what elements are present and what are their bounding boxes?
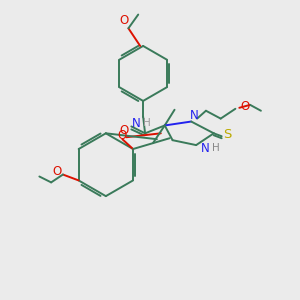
Text: N: N — [201, 142, 209, 154]
Text: H: H — [212, 143, 220, 153]
Text: O: O — [118, 129, 127, 142]
Text: O: O — [52, 165, 62, 178]
Text: S: S — [223, 128, 232, 141]
Text: N: N — [190, 109, 199, 122]
Text: N: N — [132, 117, 141, 130]
Text: H: H — [143, 118, 151, 128]
Text: O: O — [119, 124, 128, 137]
Text: O: O — [241, 100, 250, 113]
Text: O: O — [119, 14, 128, 27]
